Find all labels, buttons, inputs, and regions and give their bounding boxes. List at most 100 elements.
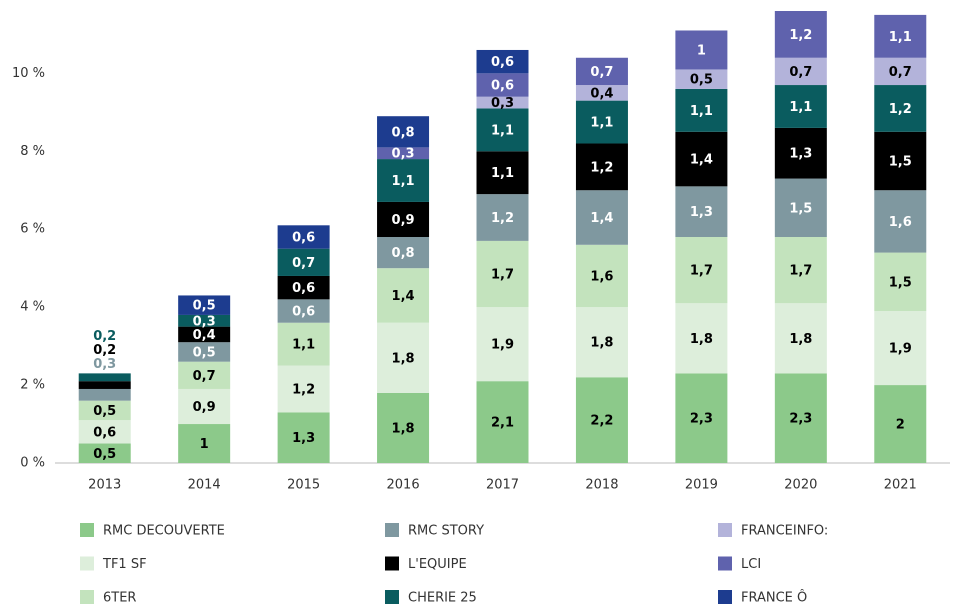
- data-label: 1,2: [590, 160, 613, 175]
- legend-label: LCI: [741, 557, 761, 572]
- bar-segment: [476, 307, 529, 382]
- bar-segment: [476, 108, 529, 152]
- data-label: 1,1: [491, 166, 514, 181]
- bar-segment: [575, 57, 628, 86]
- data-label: 1: [697, 43, 706, 58]
- bar-segment: [675, 30, 728, 70]
- bar-segment: [78, 373, 131, 382]
- data-label: 0,5: [193, 299, 216, 314]
- x-tick-label: 2020: [784, 478, 817, 493]
- bar-segment: [78, 388, 131, 401]
- data-label: 1,3: [690, 205, 713, 220]
- data-label: 1,7: [690, 264, 713, 279]
- bar-segment: [774, 85, 827, 128]
- data-label: 2,3: [690, 412, 713, 427]
- data-label: 1,1: [590, 116, 613, 131]
- bar-segment: [575, 377, 628, 463]
- data-label: 0,6: [292, 305, 315, 320]
- data-label: 0,7: [789, 65, 812, 80]
- data-label: 1,7: [491, 268, 514, 283]
- x-tick-label: 2021: [884, 478, 917, 493]
- data-label: 1,8: [789, 332, 812, 347]
- data-label: 0,6: [491, 79, 514, 94]
- data-label: 0,4: [193, 328, 216, 343]
- bar-segment: [78, 400, 131, 421]
- data-label: 0,6: [491, 55, 514, 70]
- data-label: 1,3: [292, 431, 315, 446]
- data-label: 0,7: [292, 256, 315, 271]
- data-label: 0,3: [491, 96, 514, 111]
- data-label: 1,1: [491, 123, 514, 138]
- bar-segment: [675, 237, 728, 304]
- bar-segment: [476, 49, 529, 74]
- data-label: 0,2: [93, 343, 116, 358]
- x-tick-label: 2014: [188, 478, 221, 493]
- legend-swatch: [385, 556, 399, 571]
- data-label: 2,1: [491, 416, 514, 431]
- data-label: 1,5: [889, 155, 912, 170]
- data-label: 0,2: [93, 329, 116, 344]
- data-label: 0,5: [93, 447, 116, 462]
- y-tick-label: 0 %: [20, 456, 45, 471]
- data-label: 1,8: [392, 351, 415, 366]
- bar-segment: [178, 326, 231, 343]
- data-label: 1,1: [392, 174, 415, 189]
- legend-label: RMC STORY: [408, 524, 484, 539]
- legend-label: 6TER: [103, 591, 136, 606]
- bar-segment: [675, 88, 728, 132]
- y-tick-label: 10 %: [12, 66, 45, 81]
- data-label: 0,7: [193, 369, 216, 384]
- bar-segment: [575, 85, 628, 101]
- data-label: 0,5: [93, 404, 116, 419]
- legend-swatch: [80, 556, 94, 571]
- bar-segment: [575, 244, 628, 308]
- bar-segment: [874, 131, 927, 191]
- data-label: 1,3: [789, 147, 812, 162]
- x-tick-label: 2017: [486, 478, 519, 493]
- bar-segment: [476, 240, 529, 308]
- bar-segment: [377, 322, 430, 393]
- bar-segment: [178, 342, 231, 362]
- bar-segment: [675, 186, 728, 237]
- bar-segment: [774, 303, 827, 374]
- legend-swatch: [80, 523, 94, 537]
- bar-segment: [78, 443, 131, 463]
- legend-swatch: [80, 590, 94, 604]
- bar-segment: [774, 57, 827, 86]
- data-label: 0,5: [690, 73, 713, 88]
- bar-segment: [874, 311, 927, 386]
- data-label: 2: [896, 418, 905, 433]
- bar-segment: [277, 275, 330, 300]
- bar-segment: [874, 57, 927, 86]
- bar-segment: [178, 424, 231, 463]
- data-label: 0,7: [889, 65, 912, 80]
- legend-swatch: [718, 590, 732, 604]
- data-label: 0,5: [193, 345, 216, 360]
- data-label: 1,1: [789, 100, 812, 115]
- data-label: 1,8: [690, 332, 713, 347]
- data-label: 0,4: [590, 86, 613, 101]
- data-label: 1,9: [491, 338, 514, 353]
- bar-segment: [377, 268, 430, 323]
- legend-label: CHERIE 25: [408, 591, 477, 606]
- data-label: 0,7: [590, 65, 613, 80]
- bar-segment: [476, 151, 529, 195]
- bar-segment: [575, 100, 628, 144]
- data-label: 0,8: [392, 125, 415, 140]
- bar-segment: [675, 373, 728, 463]
- bar-segment: [377, 147, 430, 160]
- data-label: 0,9: [392, 213, 415, 228]
- bar-segment: [476, 96, 529, 109]
- bar-segment: [277, 299, 330, 323]
- bar-segment: [575, 143, 628, 191]
- data-label: 1,2: [889, 102, 912, 117]
- legend-label: TF1 SF: [102, 557, 147, 572]
- legend-label: FRANCEINFO:: [741, 524, 828, 539]
- bar-segment: [476, 381, 529, 463]
- data-label: 1,1: [889, 30, 912, 45]
- legend-swatch: [718, 523, 732, 537]
- data-label: 1,4: [690, 153, 713, 168]
- data-label: 1,8: [392, 421, 415, 436]
- data-label: 0,9: [193, 400, 216, 415]
- data-label: 1,6: [590, 269, 613, 284]
